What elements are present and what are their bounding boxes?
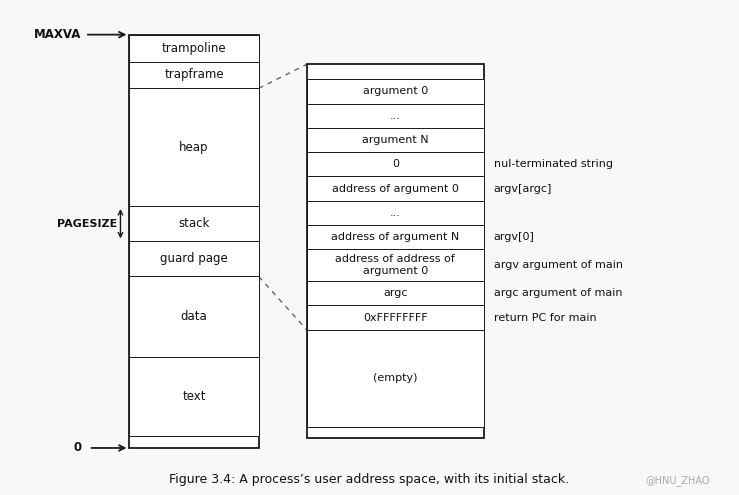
Bar [307,201,484,225]
Text: guard page: guard page [160,252,228,265]
Text: trapframe: trapframe [164,68,224,82]
Text: MAXVA: MAXVA [34,28,81,41]
Text: argv[argc]: argv[argc] [494,184,552,194]
Bar [129,357,259,436]
Bar [307,177,484,201]
Text: 0: 0 [73,442,81,454]
Bar [307,281,484,305]
Text: argument N: argument N [362,135,429,145]
Bar [129,242,259,276]
Bar [129,35,259,61]
Text: trampoline: trampoline [162,42,226,54]
Text: argc: argc [383,288,408,298]
Text: 0: 0 [392,159,399,169]
Text: heap: heap [180,141,208,154]
Bar [307,152,484,177]
Text: PAGESIZE: PAGESIZE [56,219,117,229]
Text: argument 0: argument 0 [363,87,428,97]
Bar [307,305,484,330]
Text: @HNU_ZHAO: @HNU_ZHAO [645,475,709,486]
Text: nul-terminated string: nul-terminated string [494,159,613,169]
Bar [307,103,484,128]
Bar [307,330,484,427]
Text: Figure 3.4: A process’s user address space, with its initial stack.: Figure 3.4: A process’s user address spa… [169,473,570,486]
Bar [129,206,259,242]
Text: return PC for main: return PC for main [494,312,596,323]
Text: stack: stack [178,217,210,230]
Bar [129,276,259,357]
Text: ...: ... [390,208,401,218]
Bar [307,225,484,249]
Text: argc argument of main: argc argument of main [494,288,622,298]
Bar [129,61,259,89]
Text: address of argument N: address of argument N [331,232,460,242]
Bar [307,79,484,103]
Text: argv[0]: argv[0] [494,232,534,242]
Text: address of address of
argument 0: address of address of argument 0 [336,254,455,276]
Bar [129,35,259,448]
Text: text: text [183,390,205,403]
Text: 0xFFFFFFFF: 0xFFFFFFFF [363,312,428,323]
Text: address of argument 0: address of argument 0 [332,184,459,194]
Bar [307,249,484,281]
Bar [129,89,259,206]
Text: ...: ... [390,111,401,121]
Text: (empty): (empty) [373,373,418,383]
Bar [307,64,484,438]
Text: data: data [180,310,208,323]
Bar [307,128,484,152]
Text: argv argument of main: argv argument of main [494,260,623,270]
